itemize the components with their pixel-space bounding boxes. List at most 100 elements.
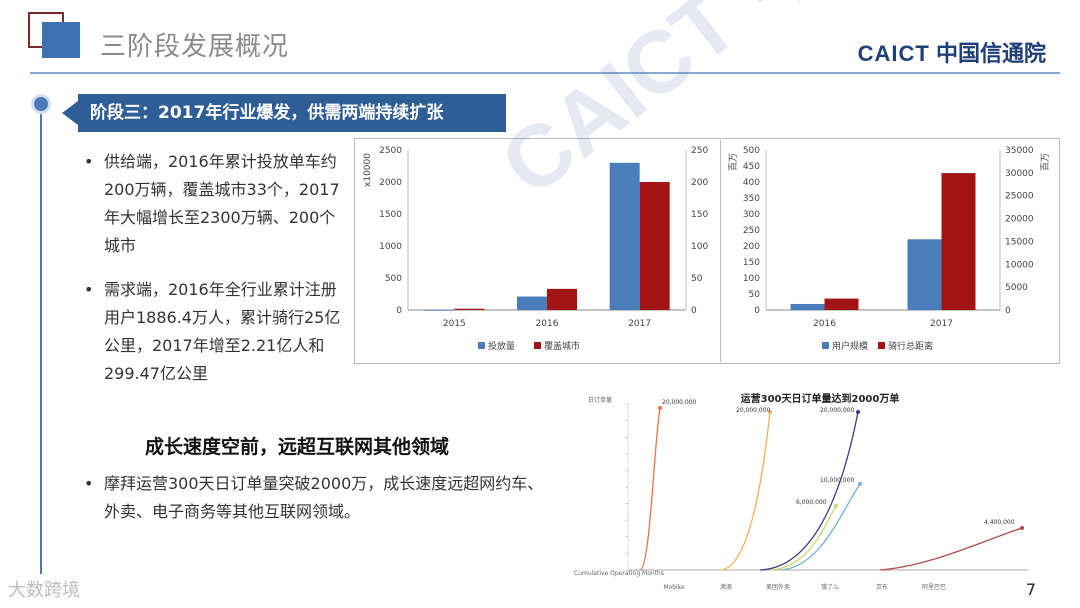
y-tick-label-right: 200 <box>691 178 708 188</box>
y-tick-label-left: 500 <box>743 146 760 156</box>
brand-en: CAICT <box>857 41 930 66</box>
x-tick-label: 阿里巴巴 <box>922 583 946 591</box>
legend-label: 骑行总距离 <box>888 340 933 352</box>
chart-growth: 运营300天日订单量达到2000万单 日订单量 Cumulative Operati… <box>574 392 1028 591</box>
bullet-line: 公里，2017年增至2.21亿人和 <box>104 336 325 355</box>
y-tick-label-left: 400 <box>743 178 760 188</box>
x-tick-label: 滴滴 <box>720 583 732 591</box>
legend-swatch <box>478 342 485 349</box>
y-tick-label-right: 10000 <box>1005 260 1034 270</box>
legend-swatch <box>534 342 541 349</box>
y-tick-label-left: 50 <box>749 290 761 300</box>
x-tick-label: 2017 <box>628 319 651 329</box>
series-end-point <box>768 410 772 414</box>
series-end-point <box>858 482 862 486</box>
timeline-dot <box>34 97 48 111</box>
bullet-demand: • 需求端，2016年全行业累计注册 用户1886.4万人，累计骑行25亿 公里… <box>84 276 354 392</box>
series-line-5 <box>769 505 837 571</box>
y-tick-label-left: 0 <box>754 306 760 316</box>
bullet-dot: • <box>84 474 94 493</box>
stage-label: 阶段三：2017年行业爆发，供需两端持续扩张 <box>78 94 506 132</box>
y-tick-label-left: 200 <box>743 242 760 252</box>
y-tick-label-left: 100 <box>743 274 760 284</box>
y-tick-label-right: 250 <box>691 146 708 156</box>
y-tick-label-right: 150 <box>691 210 708 220</box>
chart-supply: 0 500 1000 1500 2000 2500 0 50 100 150 200 250 x1000… <box>363 146 708 352</box>
bullet-dot: • <box>84 280 94 299</box>
legend-label: 覆盖城市 <box>544 340 580 352</box>
bullet-line: 200万辆，覆盖城市33个，2017 <box>104 180 340 199</box>
bullet-supply: • 供给端，2016年累计投放单车约 200万辆，覆盖城市33个，2017 年大… <box>84 148 354 264</box>
bullet-line: 需求端，2016年全行业累计注册 <box>104 280 337 299</box>
bullet-line: 城市 <box>104 236 137 255</box>
y-tick-label-right: 0 <box>691 306 697 316</box>
y-axis-label-left: 百万 <box>728 153 739 171</box>
bar-primary <box>424 309 455 311</box>
y-tick-label-right: 25000 <box>1005 192 1034 202</box>
bar-secondary <box>639 182 670 310</box>
bullet-line: 外卖、电子商务等其他互联网领域。 <box>104 502 361 521</box>
bullet-line: 摩拜运营300天日订单量突破2000万，成长速度远超网约车、 <box>104 474 544 493</box>
y-tick-label-left: 350 <box>743 194 760 204</box>
bullet-line: 供给端，2016年累计投放单车约 <box>104 152 337 171</box>
x-tick-label: 饿了么 <box>821 583 839 591</box>
bullet-line: 299.47亿公里 <box>104 364 208 383</box>
x-tick-label: 2015 <box>443 319 466 329</box>
bar-secondary <box>454 308 485 310</box>
timeline-line <box>40 104 42 574</box>
bar-secondary <box>941 173 976 310</box>
legend-label: 投放量 <box>488 340 515 352</box>
bar-primary <box>790 303 825 310</box>
series-line-2 <box>719 411 771 571</box>
y-tick-label-left: 250 <box>743 226 760 236</box>
y-tick-label-right: 5000 <box>1005 283 1028 293</box>
header-divider <box>30 72 1060 74</box>
bar-primary <box>609 162 640 310</box>
y-tick-label-right: 15000 <box>1005 237 1034 247</box>
footer-logo: 大数跨境 <box>8 580 80 601</box>
x-axis-label: Cumulative Operating Months <box>574 570 664 577</box>
legend-swatch <box>822 342 829 349</box>
y-tick-label-left: 0 <box>396 306 402 316</box>
series-line-6 <box>879 527 1023 571</box>
x-tick-label: Mobike <box>663 584 685 591</box>
chart-divider <box>720 140 721 362</box>
y-tick-label-right: 0 <box>1005 306 1011 316</box>
series-end-point <box>834 504 838 508</box>
bullet-dot: • <box>84 152 94 171</box>
series-end-label: 6,000,000 <box>796 499 827 506</box>
x-tick-label: 京东 <box>876 583 888 591</box>
y-tick-label-left: 1000 <box>379 242 402 252</box>
y-tick-label-left: 2500 <box>379 146 402 156</box>
chart-demand: 0501001502002503003504004505000500010000… <box>728 146 1051 352</box>
series-end-label: 20,000,000 <box>820 407 855 414</box>
series-end-label: 10,000,000 <box>820 477 855 484</box>
x-tick-label: 2016 <box>536 319 559 329</box>
y-axis-label: 日订单量 <box>588 396 612 404</box>
series-end-label: 4,400,000 <box>984 519 1015 526</box>
stage-arrow <box>62 101 78 125</box>
page-number: 7 <box>1025 580 1036 599</box>
series-end-point <box>658 406 662 410</box>
bar-primary <box>517 296 547 310</box>
y-tick-label-right: 20000 <box>1005 215 1034 225</box>
y-tick-label-left: 500 <box>385 274 402 284</box>
brand-logo: CAICT 中国信通院 <box>858 36 1046 68</box>
series-end-point <box>1020 526 1024 530</box>
bar-primary <box>907 239 942 310</box>
series-line-4 <box>779 483 861 571</box>
x-tick-label: 美团外卖 <box>766 583 790 591</box>
series-end-label: 20,000,000 <box>662 399 697 406</box>
bullet-line: 用户1886.4万人，累计骑行25亿 <box>104 308 341 327</box>
series-line-1 <box>639 407 661 571</box>
sub-heading: 成长速度空前，远超互联网其他领域 <box>145 436 450 458</box>
bar-secondary <box>547 288 577 310</box>
series-end-label: 20,000,000 <box>736 407 771 414</box>
y-tick-label-right: 50 <box>691 274 703 284</box>
series-line-3 <box>759 411 859 571</box>
bullet-mobike: • 摩拜运营300天日订单量突破2000万，成长速度远超网约车、 外卖、电子商务… <box>84 470 554 530</box>
y-tick-label-left: 2000 <box>379 178 402 188</box>
legend-swatch <box>878 342 885 349</box>
bar-secondary <box>824 298 859 310</box>
y-tick-label-left: 300 <box>743 210 760 220</box>
